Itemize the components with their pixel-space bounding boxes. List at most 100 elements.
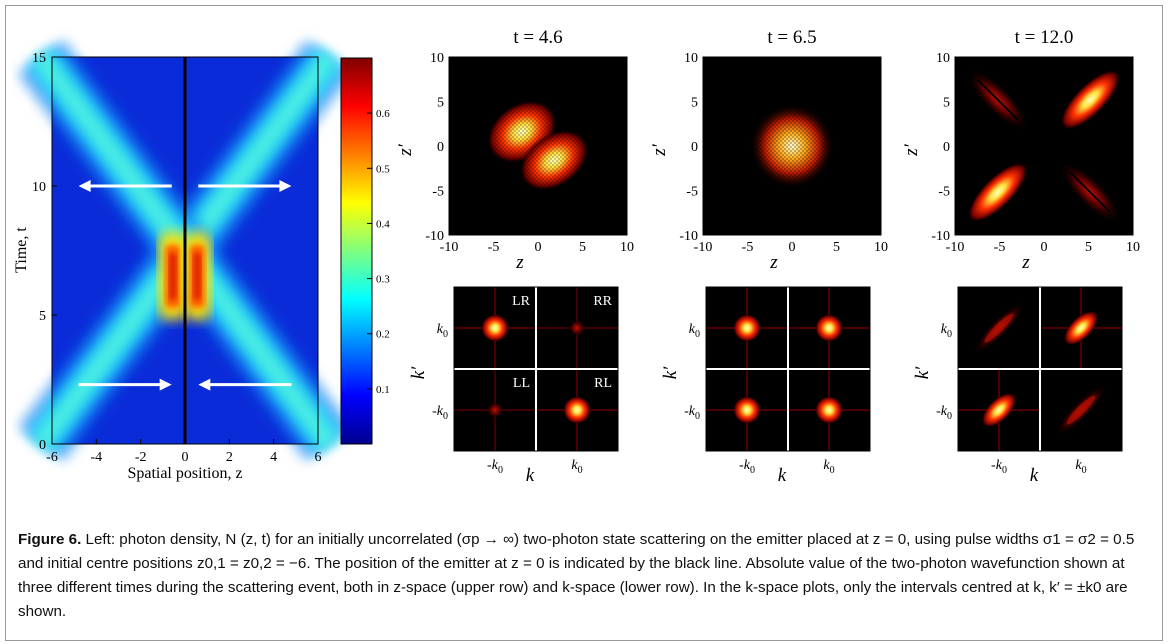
z-ytick-label: 0 <box>943 140 950 155</box>
z-blob-node <box>977 79 1019 121</box>
k-ylabel: k′ <box>408 366 429 379</box>
k-xlabel: k <box>778 465 787 486</box>
k-xtick-label: k0 <box>823 458 834 476</box>
z-ytick-label: -10 <box>679 229 698 244</box>
z-xtick-label: 0 <box>535 240 542 255</box>
density-core <box>158 232 212 321</box>
density-ytick-label: 10 <box>32 180 46 195</box>
colorbar: 0.1 0.2 0.3 0.4 0.5 0.6 <box>340 57 390 445</box>
k-streak-core <box>1066 395 1096 425</box>
k-xlabel: k <box>526 465 535 486</box>
z-ylabel: z′ <box>649 143 670 156</box>
z-xlabel: z <box>515 252 524 273</box>
density-xlabel: Spatial position, z <box>127 465 242 482</box>
figure-caption: Figure 6. Left: photon density, N (z, t)… <box>18 528 1138 624</box>
k-peak <box>733 314 761 342</box>
k-xtick-label: k0 <box>571 458 582 476</box>
z-xtick-label: 5 <box>833 240 840 255</box>
density-ytick-label: 5 <box>39 309 46 324</box>
z-xtick-label: 0 <box>789 240 796 255</box>
z-panel-2: t = 6.5 -10 -5 0 5 10 -10 -5 0 5 10 z z′ <box>649 27 888 273</box>
density-xtick-label: 0 <box>182 450 189 465</box>
density-ylabel: Time, t <box>13 227 30 273</box>
k-quadrant-label: LR <box>512 294 531 309</box>
k-peak-dim <box>568 319 586 337</box>
z-ytick-label: 0 <box>437 140 444 155</box>
k-peak <box>563 396 591 424</box>
k-xtick-label: k0 <box>1075 458 1086 476</box>
k-xtick-label: -k0 <box>739 458 755 476</box>
k-panel-2: -k0 k0 k0 -k0 k k′ <box>660 286 871 486</box>
z-ytick-label: 0 <box>691 140 698 155</box>
z-xtick-label: -5 <box>994 240 1006 255</box>
density-ytick-label: 15 <box>32 51 46 66</box>
k-panel-frame <box>957 286 1123 452</box>
z-panel-1: t = 4.6 -10 -5 0 5 10 -10 -5 0 5 10 z z′ <box>395 27 634 273</box>
z-blob <box>967 162 1028 223</box>
k-streak-core <box>984 313 1014 343</box>
colorbar-gradient <box>340 57 373 445</box>
density-arrowhead-4 <box>198 378 211 391</box>
density-core-max <box>168 252 177 301</box>
k-xlabel: k <box>1030 465 1039 486</box>
k-panel-content <box>958 287 1122 451</box>
colorbar-tick-label: 0.4 <box>376 218 390 230</box>
k-ytick-label: -k0 <box>432 404 448 422</box>
z-panel-content <box>486 100 589 191</box>
k-peak <box>815 396 843 424</box>
density-arrows <box>78 180 292 391</box>
z-xtick-label: -5 <box>742 240 754 255</box>
z-xtick-label: 10 <box>620 240 634 255</box>
density-arrowhead-2 <box>279 180 292 192</box>
z-xlabel: z <box>769 252 778 273</box>
z-panel-content <box>966 68 1122 224</box>
k-peak <box>981 392 1017 428</box>
z-ytick-label: -10 <box>425 229 444 244</box>
z-panel-frame <box>954 56 1134 236</box>
z-xtick-label: -10 <box>694 240 713 255</box>
z-panel-content <box>750 104 834 188</box>
z-xtick-label: -10 <box>440 240 459 255</box>
z-ytick-label: 5 <box>437 96 444 111</box>
colorbar-tick-label: 0.3 <box>376 274 390 286</box>
z-ytick-label: 10 <box>684 51 698 66</box>
k-peak <box>733 396 761 424</box>
z-ylabel: z′ <box>395 143 416 156</box>
k-ytick-label: k0 <box>941 322 952 340</box>
k-xtick-label: -k0 <box>487 458 503 476</box>
z-ytick-label: -10 <box>931 229 950 244</box>
density-arrowhead-3 <box>159 378 172 391</box>
k-quadrant-label: RR <box>593 294 612 309</box>
k-peak <box>1063 310 1099 346</box>
k-panel-3: -k0 k0 k0 -k0 k k′ <box>912 286 1123 486</box>
k-peak-dim <box>486 401 504 419</box>
density-xtick-label: -2 <box>135 450 147 465</box>
k-ytick-label: -k0 <box>684 404 700 422</box>
z-xtick-label: 5 <box>1085 240 1092 255</box>
z-panel-title: t = 12.0 <box>1015 27 1074 48</box>
density-xtick-label: -4 <box>90 450 102 465</box>
z-ytick-label: 10 <box>936 51 950 66</box>
density-core-max <box>193 252 202 301</box>
colorbar-ticks: 0.1 0.2 0.3 0.4 0.5 0.6 <box>367 108 390 396</box>
z-blob-node <box>1069 171 1111 213</box>
z-xtick-label: 10 <box>874 240 888 255</box>
z-blob <box>1060 69 1121 130</box>
k-peak <box>815 314 843 342</box>
density-yticks: 0 5 10 15 <box>32 51 57 453</box>
k-ylabel: k′ <box>912 366 933 379</box>
z-xtick-label: 5 <box>579 240 586 255</box>
z-ytick-label: 10 <box>430 51 444 66</box>
z-ytick-label: -5 <box>432 185 444 200</box>
z-ylabel: z′ <box>901 143 922 156</box>
k-panel-1: LR RR LL RL -k0 k0 k0 -k0 k k′ <box>408 286 619 486</box>
z-xtick-label: -10 <box>946 240 965 255</box>
z-xtick-label: -5 <box>488 240 500 255</box>
z-ytick-label: 5 <box>691 96 698 111</box>
k-xtick-label: -k0 <box>991 458 1007 476</box>
z-ytick-label: -5 <box>686 185 698 200</box>
colorbar-tick-label: 0.6 <box>376 108 390 120</box>
k-panel-content <box>706 287 870 451</box>
density-arrowhead-1 <box>78 180 91 192</box>
z-panel-frame <box>448 56 628 236</box>
